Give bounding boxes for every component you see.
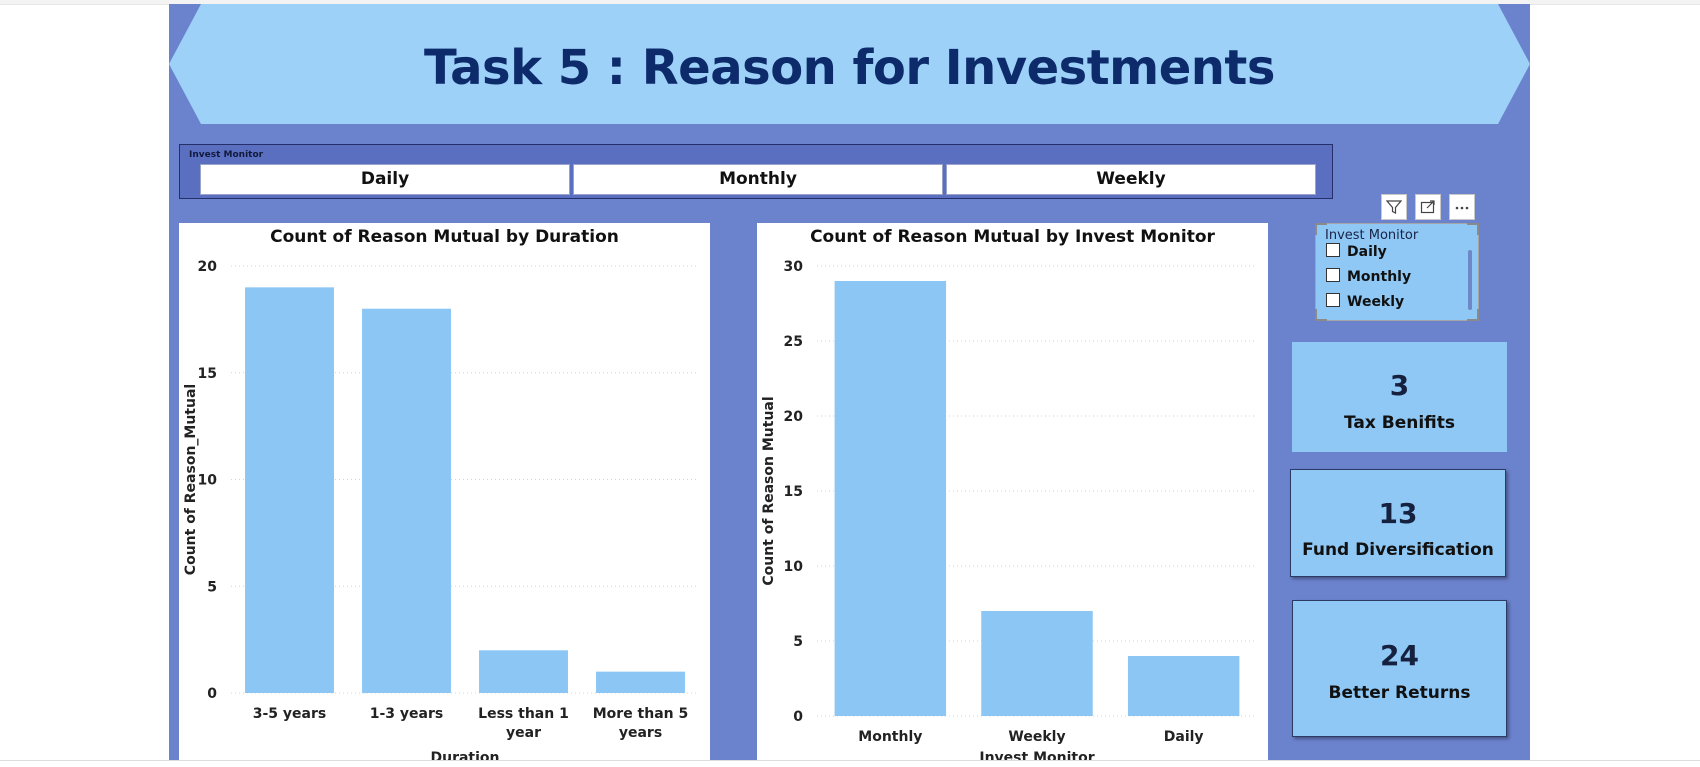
filter-icon[interactable] — [1381, 194, 1407, 220]
chart-invest-monitor: 0 5 10 15 20 25 30 Monthly Weekly Daily Invest Mon… — [757, 223, 1268, 760]
report-canvas: Task 5 : Reason for Investments Invest M… — [169, 4, 1530, 760]
card-value: 24 — [1380, 639, 1419, 672]
invest-monitor-list-slicer: Invest Monitor Daily Monthly Weekly — [1315, 223, 1479, 321]
x-tick-label: 3-5 years — [253, 706, 326, 722]
card-label: Better Returns — [1328, 683, 1471, 703]
title-banner: Task 5 : Reason for Investments — [169, 4, 1530, 124]
y-axis-title: Count of Reason_Mutual — [183, 384, 199, 575]
resize-handle[interactable] — [1467, 309, 1479, 321]
slicer-option-monthly[interactable]: Monthly — [573, 164, 943, 195]
y-tick-label: 20 — [198, 259, 218, 275]
x-tick-label: year — [506, 725, 541, 741]
card-label: Fund Diversification — [1302, 540, 1494, 560]
chart-invest-monitor-svg: 0 5 10 15 20 25 30 Monthly Weekly Daily Invest Mon… — [761, 259, 1257, 760]
bar[interactable] — [245, 287, 334, 693]
list-slicer-item-daily[interactable]: Daily — [1326, 243, 1387, 263]
list-slicer-item-weekly[interactable]: Weekly — [1326, 293, 1404, 313]
card-better-returns: 24 Better Returns — [1292, 600, 1507, 737]
y-tick-label: 0 — [207, 686, 217, 702]
page-title: Task 5 : Reason for Investments — [424, 40, 1275, 96]
y-tick-label: 10 — [198, 473, 218, 489]
checkbox[interactable] — [1326, 243, 1340, 257]
slicer-label: Invest Monitor — [189, 150, 264, 160]
x-axis-title: Invest Monitor — [979, 750, 1094, 760]
y-tick-label: 10 — [784, 559, 804, 575]
checkbox[interactable] — [1326, 293, 1340, 307]
card-fund-diversification: 13 Fund Diversification — [1290, 469, 1506, 577]
list-slicer-item-label: Monthly — [1347, 269, 1412, 285]
y-tick-label: 20 — [784, 409, 804, 425]
scrollbar[interactable] — [1468, 250, 1472, 310]
y-tick-label: 5 — [207, 579, 217, 595]
resize-handle[interactable] — [1315, 309, 1327, 321]
y-tick-label: 15 — [198, 366, 217, 382]
x-tick-label: Weekly — [1008, 729, 1065, 745]
x-tick-label: More than 5 — [593, 706, 689, 722]
y-tick-label: 25 — [784, 334, 803, 350]
list-slicer-title: Invest Monitor — [1325, 228, 1419, 243]
y-tick-label: 0 — [793, 709, 803, 725]
x-tick-label: Less than 1 — [478, 706, 569, 722]
y-tick-label: 5 — [793, 634, 803, 650]
bar[interactable] — [1127, 656, 1240, 716]
card-value: 3 — [1389, 369, 1410, 402]
list-slicer-item-label: Daily — [1347, 244, 1387, 260]
y-tick-label: 30 — [784, 259, 804, 275]
bottom-border — [0, 760, 1700, 767]
list-slicer-item-monthly[interactable]: Monthly — [1326, 268, 1411, 288]
more-options-icon[interactable] — [1449, 194, 1475, 220]
x-tick-label: Monthly — [858, 729, 922, 745]
bar[interactable] — [834, 281, 947, 716]
y-axis-title: Count of Reason Mutual — [761, 396, 777, 585]
x-tick-label: Daily — [1164, 729, 1204, 745]
card-value: 13 — [1378, 497, 1418, 530]
bar[interactable] — [479, 650, 568, 693]
chart-duration-title: Count of Reason Mutual by Duration — [270, 227, 619, 247]
bar[interactable] — [362, 308, 451, 693]
banner-shape — [169, 4, 1530, 124]
bar[interactable] — [596, 671, 685, 693]
resize-handle[interactable] — [1315, 223, 1327, 235]
chart-duration: 0 5 10 15 20 3-5 years 1-3 years Less than 1 yea… — [179, 223, 710, 760]
y-tick-label: 15 — [784, 484, 803, 500]
slicer-option-weekly[interactable]: Weekly — [946, 164, 1316, 195]
x-tick-label: years — [619, 725, 662, 741]
x-axis-title: Duration — [430, 750, 499, 760]
bar[interactable] — [981, 611, 1093, 716]
list-slicer-item-label: Weekly — [1347, 294, 1405, 310]
chart-invest-monitor-title: Count of Reason Mutual by Invest Monitor — [810, 227, 1215, 247]
slicer-option-daily[interactable]: Daily — [200, 164, 570, 195]
invest-monitor-button-slicer: Invest Monitor Daily Monthly Weekly — [179, 144, 1333, 199]
card-label: Tax Benifits — [1343, 413, 1456, 433]
card-tax-benefits: 3 Tax Benifits — [1292, 342, 1507, 452]
x-tick-label: 1-3 years — [370, 706, 443, 722]
resize-handle[interactable] — [1467, 223, 1479, 235]
focus-mode-icon[interactable] — [1415, 194, 1441, 220]
checkbox[interactable] — [1326, 268, 1340, 282]
chart-duration-svg: 0 5 10 15 20 3-5 years 1-3 years Less than 1 yea… — [183, 259, 699, 760]
